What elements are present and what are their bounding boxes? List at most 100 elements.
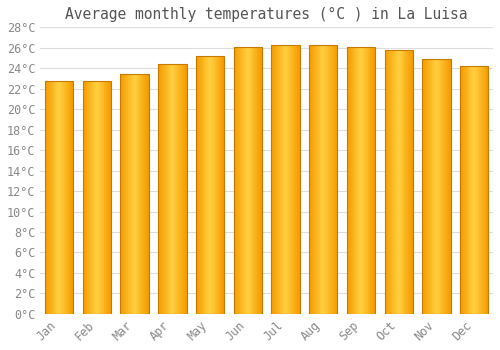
Bar [279,45,280,314]
Bar [45,80,46,314]
Bar [148,75,149,314]
Bar [298,45,299,314]
Bar [158,64,159,314]
Bar [166,64,168,314]
Bar [364,47,365,314]
Bar [318,45,320,314]
Bar [424,59,425,314]
Bar [447,59,448,314]
Bar [430,59,431,314]
Bar [96,80,97,314]
Bar [236,47,238,314]
Bar [259,47,260,314]
Bar [218,56,220,314]
Bar [276,45,277,314]
Bar [176,64,177,314]
Bar [296,45,297,314]
Bar [410,50,411,314]
Bar [98,80,99,314]
Bar [438,59,440,314]
Bar [293,45,294,314]
Bar [254,47,256,314]
Bar [94,80,95,314]
Bar [168,64,170,314]
Bar [466,66,468,314]
Bar [170,64,172,314]
Bar [210,56,211,314]
Bar [288,45,290,314]
Bar [358,47,359,314]
Bar [422,59,450,314]
Bar [272,45,274,314]
Bar [124,75,125,314]
Bar [391,50,392,314]
Bar [436,59,438,314]
Bar [120,75,149,314]
Bar [426,59,427,314]
Bar [70,80,72,314]
Bar [412,50,413,314]
Bar [238,47,240,314]
Bar [362,47,363,314]
Bar [315,45,316,314]
Bar [247,47,248,314]
Bar [334,45,336,314]
Bar [178,64,179,314]
Bar [392,50,393,314]
Bar [65,80,66,314]
Bar [64,80,65,314]
Bar [46,80,47,314]
Bar [428,59,429,314]
Bar [136,75,138,314]
Bar [175,64,176,314]
Bar [372,47,374,314]
Bar [460,66,488,314]
Bar [314,45,315,314]
Bar [104,80,106,314]
Bar [163,64,164,314]
Bar [199,56,200,314]
Bar [68,80,70,314]
Bar [275,45,276,314]
Bar [252,47,254,314]
Bar [278,45,279,314]
Bar [324,45,325,314]
Bar [272,45,299,314]
Bar [134,75,136,314]
Bar [281,45,282,314]
Bar [260,47,261,314]
Bar [291,45,292,314]
Bar [109,80,110,314]
Bar [394,50,395,314]
Bar [84,80,86,314]
Bar [50,80,51,314]
Bar [309,45,338,314]
Bar [397,50,398,314]
Bar [184,64,186,314]
Bar [427,59,428,314]
Bar [130,75,131,314]
Bar [284,45,286,314]
Bar [356,47,357,314]
Bar [180,64,181,314]
Bar [464,66,465,314]
Bar [58,80,59,314]
Bar [208,56,209,314]
Bar [472,66,473,314]
Bar [222,56,224,314]
Bar [361,47,362,314]
Bar [440,59,441,314]
Bar [350,47,352,314]
Bar [61,80,62,314]
Bar [297,45,298,314]
Bar [442,59,443,314]
Bar [243,47,244,314]
Bar [470,66,472,314]
Bar [92,80,93,314]
Bar [443,59,444,314]
Bar [422,59,424,314]
Bar [332,45,334,314]
Bar [142,75,143,314]
Bar [196,56,197,314]
Bar [132,75,134,314]
